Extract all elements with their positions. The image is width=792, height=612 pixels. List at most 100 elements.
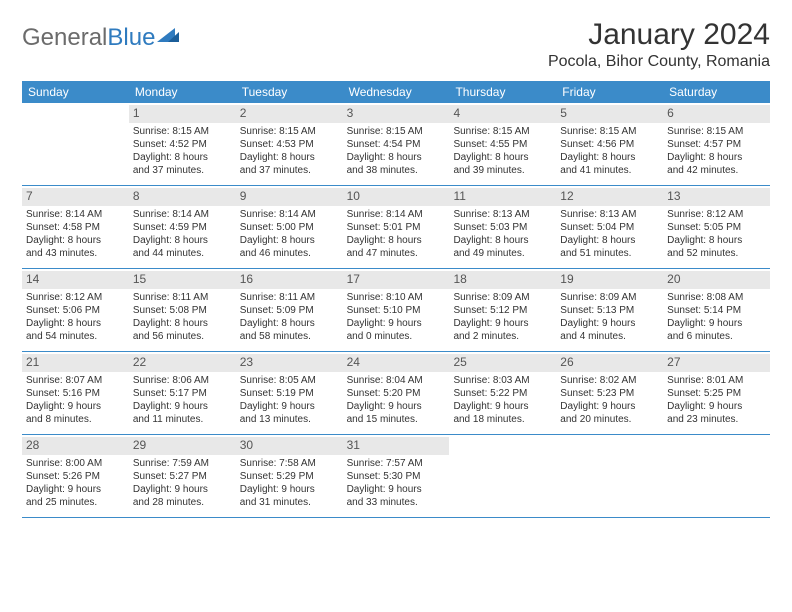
sunset-text: Sunset: 4:58 PM <box>26 221 125 234</box>
day-number: 8 <box>129 188 236 206</box>
day-number: 29 <box>129 437 236 455</box>
day-number: 5 <box>556 105 663 123</box>
sunset-text: Sunset: 5:30 PM <box>347 470 446 483</box>
daylight-text: and 41 minutes. <box>560 164 659 177</box>
day-number: 27 <box>663 354 770 372</box>
day-cell: 11Sunrise: 8:13 AMSunset: 5:03 PMDayligh… <box>449 186 556 268</box>
day-cell: 15Sunrise: 8:11 AMSunset: 5:08 PMDayligh… <box>129 269 236 351</box>
sunrise-text: Sunrise: 8:15 AM <box>453 125 552 138</box>
day-number: 6 <box>663 105 770 123</box>
daylight-text: Daylight: 8 hours <box>560 151 659 164</box>
day-number: 13 <box>663 188 770 206</box>
daylight-text: Daylight: 9 hours <box>560 400 659 413</box>
day-cell: 8Sunrise: 8:14 AMSunset: 4:59 PMDaylight… <box>129 186 236 268</box>
day-cell: 28Sunrise: 8:00 AMSunset: 5:26 PMDayligh… <box>22 435 129 517</box>
weeks-container: 1Sunrise: 8:15 AMSunset: 4:52 PMDaylight… <box>22 103 770 518</box>
sunrise-text: Sunrise: 8:14 AM <box>133 208 232 221</box>
daylight-text: Daylight: 9 hours <box>453 317 552 330</box>
daylight-text: and 44 minutes. <box>133 247 232 260</box>
sunset-text: Sunset: 5:19 PM <box>240 387 339 400</box>
sunrise-text: Sunrise: 8:10 AM <box>347 291 446 304</box>
daylight-text: Daylight: 9 hours <box>347 317 446 330</box>
sunset-text: Sunset: 5:20 PM <box>347 387 446 400</box>
day-number: 18 <box>449 271 556 289</box>
daylight-text: and 38 minutes. <box>347 164 446 177</box>
day-cell: 1Sunrise: 8:15 AMSunset: 4:52 PMDaylight… <box>129 103 236 185</box>
sunset-text: Sunset: 5:17 PM <box>133 387 232 400</box>
sunset-text: Sunset: 4:56 PM <box>560 138 659 151</box>
day-cell: 25Sunrise: 8:03 AMSunset: 5:22 PMDayligh… <box>449 352 556 434</box>
day-cell: 17Sunrise: 8:10 AMSunset: 5:10 PMDayligh… <box>343 269 450 351</box>
day-cell: 22Sunrise: 8:06 AMSunset: 5:17 PMDayligh… <box>129 352 236 434</box>
day-cell: 18Sunrise: 8:09 AMSunset: 5:12 PMDayligh… <box>449 269 556 351</box>
daylight-text: and 8 minutes. <box>26 413 125 426</box>
sunrise-text: Sunrise: 8:12 AM <box>26 291 125 304</box>
sunset-text: Sunset: 5:29 PM <box>240 470 339 483</box>
day-number: 9 <box>236 188 343 206</box>
daylight-text: Daylight: 9 hours <box>26 400 125 413</box>
day-cell: 29Sunrise: 7:59 AMSunset: 5:27 PMDayligh… <box>129 435 236 517</box>
daylight-text: Daylight: 9 hours <box>133 400 232 413</box>
day-cell: 20Sunrise: 8:08 AMSunset: 5:14 PMDayligh… <box>663 269 770 351</box>
sunset-text: Sunset: 5:25 PM <box>667 387 766 400</box>
sunset-text: Sunset: 5:12 PM <box>453 304 552 317</box>
sunrise-text: Sunrise: 8:15 AM <box>667 125 766 138</box>
day-cell <box>449 435 556 517</box>
day-cell: 14Sunrise: 8:12 AMSunset: 5:06 PMDayligh… <box>22 269 129 351</box>
sunrise-text: Sunrise: 8:15 AM <box>240 125 339 138</box>
daylight-text: and 11 minutes. <box>133 413 232 426</box>
sunset-text: Sunset: 5:09 PM <box>240 304 339 317</box>
day-cell: 4Sunrise: 8:15 AMSunset: 4:55 PMDaylight… <box>449 103 556 185</box>
daylight-text: and 28 minutes. <box>133 496 232 509</box>
daylight-text: and 56 minutes. <box>133 330 232 343</box>
day-cell: 12Sunrise: 8:13 AMSunset: 5:04 PMDayligh… <box>556 186 663 268</box>
day-number: 11 <box>449 188 556 206</box>
daylight-text: Daylight: 9 hours <box>453 400 552 413</box>
day-cell: 31Sunrise: 7:57 AMSunset: 5:30 PMDayligh… <box>343 435 450 517</box>
day-cell: 30Sunrise: 7:58 AMSunset: 5:29 PMDayligh… <box>236 435 343 517</box>
daylight-text: and 46 minutes. <box>240 247 339 260</box>
day-number: 3 <box>343 105 450 123</box>
sunrise-text: Sunrise: 7:59 AM <box>133 457 232 470</box>
sunset-text: Sunset: 5:06 PM <box>26 304 125 317</box>
day-cell: 21Sunrise: 8:07 AMSunset: 5:16 PMDayligh… <box>22 352 129 434</box>
day-number: 26 <box>556 354 663 372</box>
sunset-text: Sunset: 5:16 PM <box>26 387 125 400</box>
daylight-text: and 49 minutes. <box>453 247 552 260</box>
daylight-text: and 31 minutes. <box>240 496 339 509</box>
daylight-text: and 47 minutes. <box>347 247 446 260</box>
logo-triangle-icon <box>157 23 179 51</box>
day-cell <box>556 435 663 517</box>
logo-text-gray: General <box>22 24 107 52</box>
sunrise-text: Sunrise: 8:15 AM <box>347 125 446 138</box>
day-cell: 3Sunrise: 8:15 AMSunset: 4:54 PMDaylight… <box>343 103 450 185</box>
weekday-header: Sunday <box>22 81 129 103</box>
day-cell: 13Sunrise: 8:12 AMSunset: 5:05 PMDayligh… <box>663 186 770 268</box>
day-number: 22 <box>129 354 236 372</box>
sunrise-text: Sunrise: 8:15 AM <box>560 125 659 138</box>
sunset-text: Sunset: 5:27 PM <box>133 470 232 483</box>
sunrise-text: Sunrise: 8:11 AM <box>240 291 339 304</box>
day-cell: 2Sunrise: 8:15 AMSunset: 4:53 PMDaylight… <box>236 103 343 185</box>
daylight-text: Daylight: 8 hours <box>667 234 766 247</box>
daylight-text: Daylight: 8 hours <box>667 151 766 164</box>
day-cell <box>663 435 770 517</box>
sunset-text: Sunset: 5:23 PM <box>560 387 659 400</box>
calendar-page: GeneralBlue January 2024 Pocola, Bihor C… <box>0 0 792 536</box>
day-cell: 19Sunrise: 8:09 AMSunset: 5:13 PMDayligh… <box>556 269 663 351</box>
daylight-text: and 58 minutes. <box>240 330 339 343</box>
sunset-text: Sunset: 5:03 PM <box>453 221 552 234</box>
day-cell: 10Sunrise: 8:14 AMSunset: 5:01 PMDayligh… <box>343 186 450 268</box>
sunset-text: Sunset: 4:55 PM <box>453 138 552 151</box>
daylight-text: and 52 minutes. <box>667 247 766 260</box>
daylight-text: Daylight: 8 hours <box>133 234 232 247</box>
day-number: 10 <box>343 188 450 206</box>
day-number: 17 <box>343 271 450 289</box>
daylight-text: Daylight: 9 hours <box>347 483 446 496</box>
sunset-text: Sunset: 5:13 PM <box>560 304 659 317</box>
daylight-text: Daylight: 8 hours <box>240 317 339 330</box>
sunrise-text: Sunrise: 8:04 AM <box>347 374 446 387</box>
sunrise-text: Sunrise: 7:57 AM <box>347 457 446 470</box>
daylight-text: Daylight: 8 hours <box>453 151 552 164</box>
daylight-text: and 43 minutes. <box>26 247 125 260</box>
